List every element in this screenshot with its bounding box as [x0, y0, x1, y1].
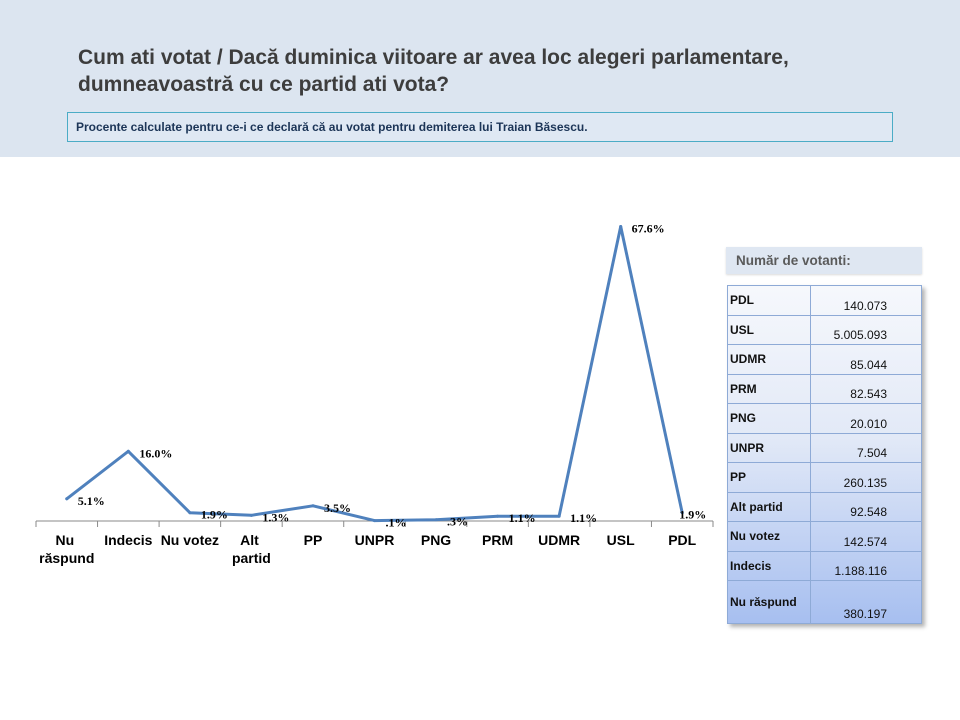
- data-label: .3%: [447, 515, 468, 529]
- data-point: [188, 511, 192, 515]
- voter-count: 82.543: [850, 387, 887, 401]
- party-name: Nu răspund: [728, 581, 811, 623]
- category-label: Indecis: [104, 532, 152, 548]
- category-label: PNG: [421, 532, 451, 548]
- category-label: Nu răspund: [39, 532, 94, 566]
- voters-row: Alt partid 92.548: [728, 492, 921, 522]
- voter-count: 7.504: [856, 446, 887, 460]
- party-name: USL: [728, 315, 811, 344]
- data-label: 1.9%: [679, 508, 706, 522]
- party-name: Alt partid: [728, 492, 811, 521]
- voters-table: PDL 140.073 USL 5.005.093 UDMR 85.044 PR…: [727, 285, 922, 624]
- category-label: Alt partid: [232, 532, 271, 566]
- data-point: [557, 514, 561, 518]
- voters-row: UNPR 7.504: [728, 433, 921, 463]
- page-title: Cum ati votat / Dacă duminica viitoare a…: [78, 46, 789, 96]
- party-name: PDL: [728, 286, 811, 315]
- category-label: PDL: [668, 532, 696, 548]
- subtitle-note: Procente calculate pentru ce-i ce declar…: [67, 112, 893, 142]
- voters-row: Nu votez 142.574: [728, 522, 921, 552]
- data-label: 3.5%: [324, 501, 351, 515]
- party-name: PP: [728, 463, 811, 492]
- voter-count: 140.073: [843, 298, 887, 313]
- voter-count: 85.044: [850, 357, 887, 372]
- data-label: 16.0%: [139, 446, 172, 460]
- data-label: 1.9%: [201, 508, 228, 522]
- category-label: Nu votez: [161, 532, 219, 548]
- party-name: Nu votez: [728, 522, 811, 551]
- voter-count: 1.188.116: [834, 564, 888, 578]
- data-point: [496, 514, 500, 518]
- voter-count: 260.135: [843, 475, 887, 490]
- voter-count: 92.548: [850, 505, 887, 519]
- data-label: 1.1%: [570, 511, 597, 525]
- voters-row: Indecis 1.188.116: [728, 551, 921, 581]
- voter-count: 5.005.093: [833, 328, 887, 342]
- series-line: [65, 225, 684, 523]
- voter-count: 380.197: [843, 607, 887, 621]
- category-label: PP: [304, 532, 323, 548]
- data-point: [680, 511, 684, 515]
- data-point: [65, 497, 69, 501]
- voters-row: PP 260.135: [728, 463, 921, 493]
- data-point: [126, 449, 130, 453]
- category-label: UNPR: [355, 532, 395, 548]
- voters-row: PDL 140.073: [728, 286, 921, 316]
- voter-count: 142.574: [843, 534, 887, 549]
- data-label: 5.1%: [78, 494, 105, 508]
- data-label: 1.1%: [509, 511, 536, 525]
- voters-row: PRM 82.543: [728, 374, 921, 404]
- category-label: USL: [607, 532, 635, 548]
- data-point: [434, 518, 438, 522]
- party-name: Indecis: [728, 551, 811, 580]
- party-name: UNPR: [728, 433, 811, 462]
- voters-row: Nu răspund 380.197: [728, 581, 921, 623]
- data-label: .1%: [386, 516, 407, 530]
- data-label: 67.6%: [632, 221, 665, 235]
- category-label: PRM: [482, 532, 513, 548]
- data-point: [311, 504, 315, 508]
- data-point: [373, 519, 376, 523]
- party-name: PRM: [728, 374, 811, 403]
- category-label: UDMR: [538, 532, 580, 548]
- party-name: PNG: [728, 404, 811, 433]
- voters-row: UDMR 85.044: [728, 345, 921, 375]
- voters-row: USL 5.005.093: [728, 315, 921, 345]
- voter-count: 20.010: [850, 416, 887, 431]
- data-label: 1.3%: [262, 510, 289, 524]
- party-name: UDMR: [728, 345, 811, 374]
- data-point: [249, 513, 253, 517]
- voters-row: PNG 20.010: [728, 404, 921, 434]
- line-chart: 5.1% 16.0% 1.9% 1.3% 3.5% .1% .3% 1.1% 1.1% 67.6%…: [35, 221, 714, 566]
- data-point: [619, 224, 623, 228]
- voters-header: Număr de votanti:: [726, 247, 922, 274]
